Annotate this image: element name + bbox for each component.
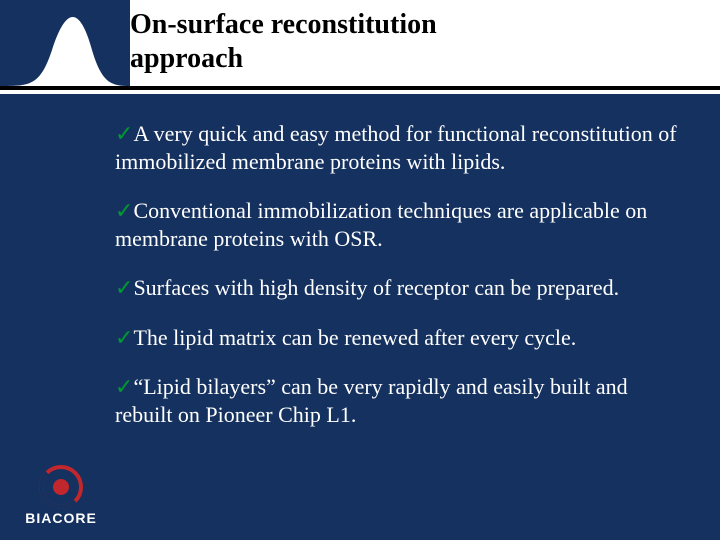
bullet-item: ✓A very quick and easy method for functi… [115, 120, 680, 175]
bullet-text: Conventional immobilization techniques a… [115, 198, 647, 251]
check-icon: ✓ [115, 121, 133, 146]
title-underline [0, 86, 720, 90]
bullet-text: The lipid matrix can be renewed after ev… [133, 325, 576, 350]
check-icon: ✓ [115, 374, 133, 399]
bullet-item: ✓The lipid matrix can be renewed after e… [115, 324, 680, 352]
check-icon: ✓ [115, 275, 133, 300]
header-bar: On-surface reconstitution approach [0, 0, 720, 94]
check-icon: ✓ [115, 325, 133, 350]
slide-title: On-surface reconstitution approach [130, 8, 437, 75]
bullet-item: ✓“Lipid bilayers” can be very rapidly an… [115, 373, 680, 428]
check-icon: ✓ [115, 198, 133, 223]
bullet-text: A very quick and easy method for functio… [115, 121, 677, 174]
slide: On-surface reconstitution approach ✓A ve… [0, 0, 720, 540]
wave-curve-icon [0, 0, 130, 94]
bullet-item: ✓Conventional immobilization techniques … [115, 197, 680, 252]
bullet-text: “Lipid bilayers” can be very rapidly and… [115, 374, 628, 427]
biacore-logo: BIACORE [18, 464, 104, 526]
bullet-text: Surfaces with high density of receptor c… [133, 275, 619, 300]
logo-text: BIACORE [18, 510, 104, 526]
body: ✓A very quick and easy method for functi… [115, 120, 680, 530]
logo-mark-icon [18, 464, 104, 510]
bullet-item: ✓Surfaces with high density of receptor … [115, 274, 680, 302]
